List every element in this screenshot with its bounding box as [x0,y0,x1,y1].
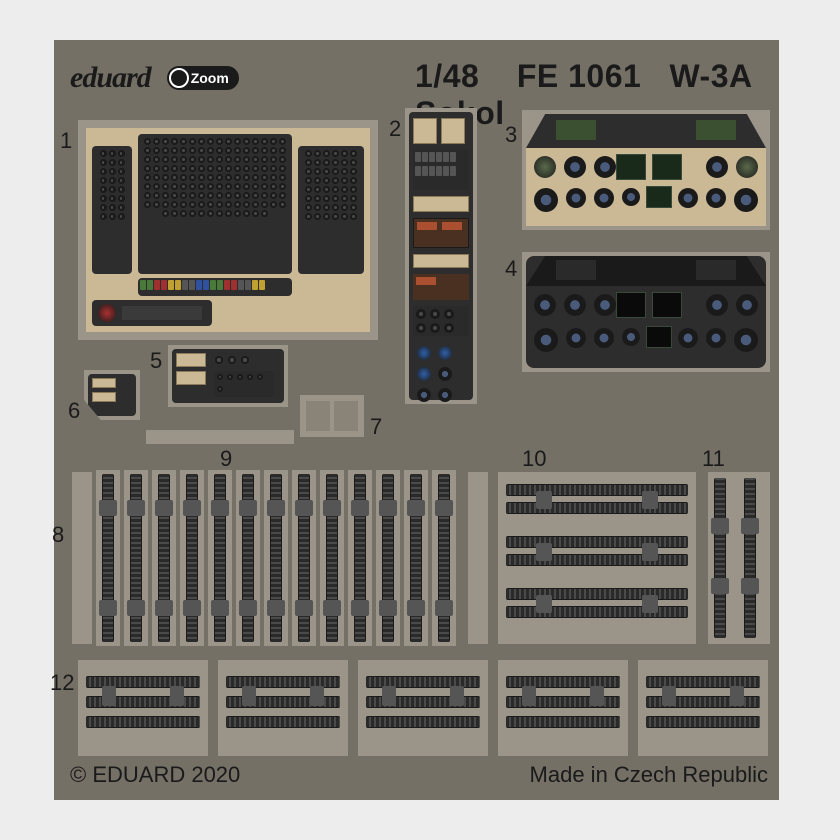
part-3-instrument-panel [522,110,770,230]
part-2-center-console [405,108,477,404]
part-7-bracket [300,395,364,437]
part-number-10: 10 [522,446,546,472]
part-1-overhead-console [78,120,378,340]
scale-text: 1/48 [415,58,479,94]
zoom-series-badge: Zoom [167,66,239,90]
brand-block: eduard Zoom [70,55,239,101]
part-number-9: 9 [220,446,232,472]
harness-group-10 [506,484,688,634]
part-number-5: 5 [150,348,162,374]
part-number-6: 6 [68,398,80,424]
part-number-1: 1 [60,128,72,154]
origin-text: Made in Czech Republic [530,762,768,788]
part-4-instrument-overlay [522,252,770,372]
part-number-7: 7 [370,414,382,440]
part-9-frame [146,430,294,444]
harness-group-9 [96,470,466,650]
copyright-text: © EDUARD 2020 [70,762,240,788]
brand-logo: eduard [70,61,151,95]
part-9-base-r [468,472,488,644]
part-number-8: 8 [52,522,64,548]
part-8-base [72,472,92,644]
part-number-4: 4 [505,256,517,282]
harness-group-12 [78,660,772,760]
part-number-2: 2 [389,116,401,142]
part-number-12: 12 [50,670,74,696]
part-number-3: 3 [505,122,517,148]
part-5-aux-panel [168,345,288,407]
sku-text: FE 1061 [517,58,641,94]
part-number-11: 11 [702,446,725,472]
